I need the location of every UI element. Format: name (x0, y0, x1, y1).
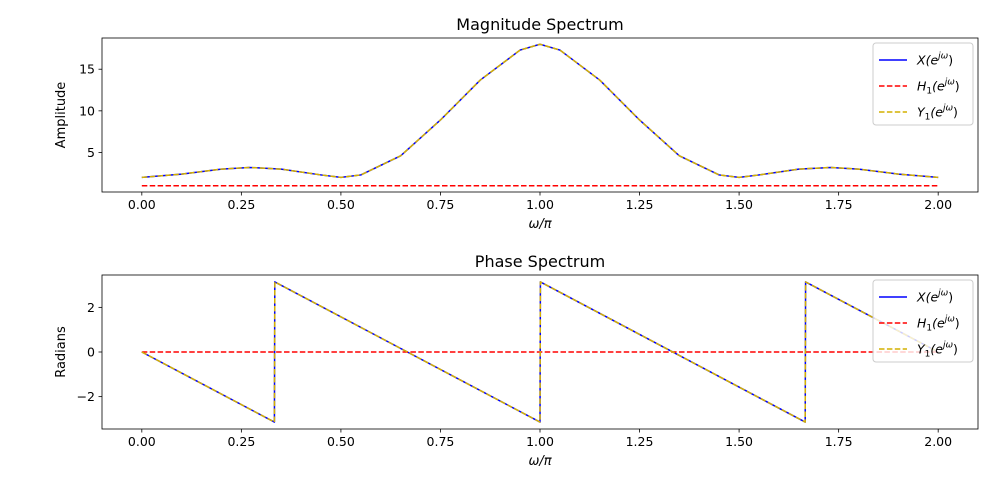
legend-label: H1(ejω) (917, 315, 960, 334)
x-tick-label: 1.00 (526, 197, 554, 212)
x-tick-label: 0.25 (227, 197, 255, 212)
legend-label: Y1(ejω) (917, 104, 958, 123)
x-tick-label: 0.50 (327, 434, 355, 449)
x-tick-label: 1.50 (725, 197, 753, 212)
x-tick-label: 1.25 (626, 434, 654, 449)
x-tick-label: 1.75 (825, 434, 853, 449)
y-tick-label: −2 (77, 389, 95, 404)
series-group (141, 281, 939, 423)
phase-chart: Phase Spectrum 0.00 0.25 0.50 0.75 1.00 1.25 1.… (54, 252, 979, 469)
legend-label: Y1(ejω) (917, 341, 958, 360)
y-axis-label: Amplitude (54, 82, 69, 149)
x-axis-label: ω/π (528, 454, 551, 469)
y-tick-label: 2 (87, 300, 95, 315)
x-tick-label: 2.00 (924, 434, 952, 449)
legend: X(ejω) H1(ejω) Y1(ejω) (872, 42, 974, 126)
x-tick-label: 1.00 (526, 434, 554, 449)
x-tick-label: 0.00 (128, 434, 156, 449)
x-tick-label: 0.25 (227, 434, 255, 449)
magnitude-chart: Magnitude Spectrum 0.00 0.25 0.50 0.75 1.00 1.… (54, 15, 979, 232)
x-tick-label: 0.75 (427, 434, 455, 449)
y-axis-label: Radians (54, 326, 69, 378)
x-axis-label: ω/π (528, 217, 551, 232)
x-tick-label: 1.25 (626, 197, 654, 212)
x-tick-label: 0.50 (327, 197, 355, 212)
chart-title: Magnitude Spectrum (456, 15, 623, 34)
x-tick-label: 1.75 (825, 197, 853, 212)
legend-label: X(ejω) (916, 52, 953, 68)
legend-label: X(ejω) (916, 289, 953, 305)
legend-label: H1(ejω) (917, 78, 960, 97)
legend: X(ejω) H1(ejω) Y1(ejω) (872, 279, 974, 363)
chart-title: Phase Spectrum (475, 252, 605, 271)
y-tick-label: 10 (79, 103, 95, 118)
x-tick-label: 2.00 (924, 197, 952, 212)
series-line-2 (141, 281, 939, 423)
x-tick-label: 0.00 (128, 197, 156, 212)
y-tick-label: 0 (87, 345, 95, 360)
y-tick-label: 5 (87, 145, 95, 160)
x-tick-label: 0.75 (427, 197, 455, 212)
y-tick-label: 15 (79, 62, 95, 77)
x-tick-label: 1.50 (725, 434, 753, 449)
legend-frame (872, 42, 974, 126)
series-group (141, 43, 939, 187)
legend-frame (872, 279, 974, 363)
series-line-2 (141, 43, 939, 179)
